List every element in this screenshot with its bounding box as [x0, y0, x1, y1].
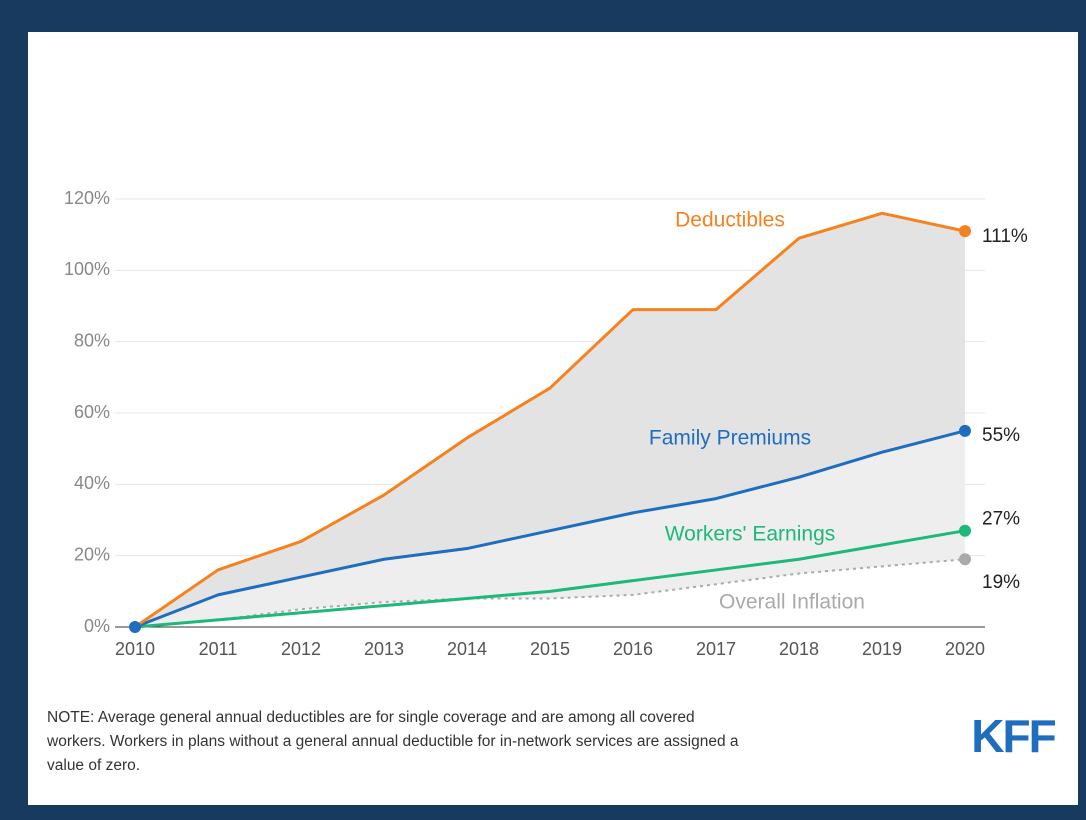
x-tick-label: 2017 — [696, 639, 736, 659]
series-label: Overall Inflation — [719, 591, 865, 614]
start-marker — [129, 621, 141, 633]
y-tick-label: 60% — [74, 402, 110, 422]
series-line — [134, 558, 966, 628]
series-line — [134, 529, 966, 629]
value-label: 55% — [982, 425, 1020, 446]
x-tick-label: 2020 — [945, 639, 985, 659]
x-tick-label: 2014 — [447, 639, 487, 659]
series-label: Workers' Earnings — [665, 523, 836, 546]
value-label: 19% — [982, 572, 1020, 593]
x-tick-label: 2012 — [281, 639, 321, 659]
note-line: NOTE: Average general annual deductibles… — [47, 709, 695, 726]
end-marker — [959, 553, 971, 566]
series-label: Family Premiums — [649, 427, 811, 450]
y-tick-label: 100% — [64, 259, 110, 279]
series-line — [134, 429, 966, 629]
series-label: Deductibles — [675, 209, 785, 232]
x-tick-label: 2010 — [115, 639, 155, 659]
value-label: 27% — [982, 509, 1020, 530]
x-tick-label: 2018 — [779, 639, 819, 659]
end-marker — [959, 225, 971, 238]
y-tick-label: 20% — [74, 544, 110, 564]
end-marker — [959, 424, 971, 437]
plot: 0% 20% 40% 60% 80% 100% 120% 2010 2011 2012 2013 20… — [46, 188, 1058, 774]
x-tick-label: 2011 — [199, 639, 238, 659]
logo: KFF — [971, 710, 1055, 762]
x-tick-label: 2013 — [364, 639, 404, 659]
series-line — [134, 211, 966, 629]
note-line: value of zero. — [47, 757, 140, 774]
y-tick-label: 0% — [84, 616, 110, 636]
x-tick-label: 2019 — [862, 639, 902, 659]
x-tick-label: 2015 — [530, 639, 570, 659]
value-label: 111% — [982, 226, 1028, 247]
end-marker — [959, 524, 971, 537]
y-tick-label: 40% — [74, 473, 110, 493]
x-tick-label: 2016 — [613, 639, 653, 659]
y-tick-label: 120% — [64, 188, 110, 208]
note-line: workers. Workers in plans without a gene… — [46, 733, 739, 750]
y-tick-label: 80% — [74, 330, 110, 350]
